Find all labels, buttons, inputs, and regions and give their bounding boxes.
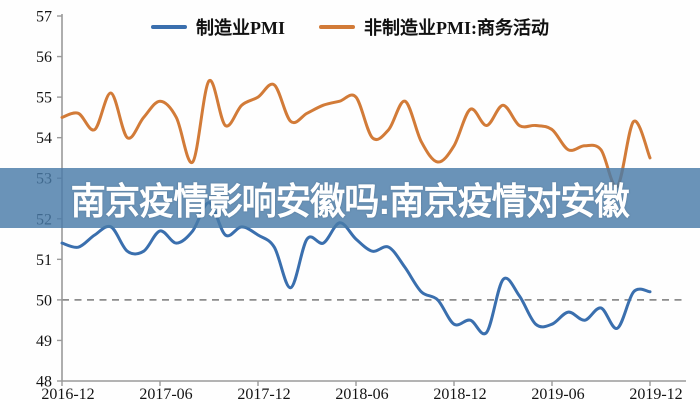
manufacturing-pmi-line: [60, 201, 652, 336]
x-tick-label-2019-12: 2019-12: [629, 386, 682, 400]
manufacturing-pmi-legend-label: 制造业PMI: [196, 18, 285, 38]
x-tick-label-2017-06: 2017-06: [139, 386, 192, 400]
manufacturing-pmi-line-swatch: [151, 25, 187, 29]
headline-overlay-banner: 南京疫情影响安徽吗:南京疫情对安徽: [0, 168, 700, 228]
nonmanufacturing-pmi-line: [60, 79, 652, 188]
chart-legend: 制造业PMI 非制造业PMI:商务活动: [0, 10, 700, 44]
legend-item-nonmanufacturing-pmi: 非制造业PMI:商务活动: [319, 14, 549, 40]
legend-item-manufacturing-pmi: 制造业PMI: [151, 14, 285, 40]
y-tick-label-50: 50: [36, 292, 52, 309]
y-tick-label-49: 49: [36, 333, 52, 350]
y-tick-label-57: 57: [36, 9, 52, 26]
headline-text: 南京疫情影响安徽吗:南京疫情对安徽: [71, 181, 630, 222]
y-tick-label-55: 55: [36, 90, 52, 107]
y-tick-label-48: 48: [36, 374, 52, 391]
y-tick-label-54: 54: [36, 130, 52, 147]
nonmanufacturing-pmi-legend-label: 非制造业PMI:商务活动: [364, 18, 549, 38]
x-tick-label-2019-06: 2019-06: [531, 386, 584, 400]
x-tick-label-2018-06: 2018-06: [335, 386, 388, 400]
x-tick-label-2017-12: 2017-12: [237, 386, 290, 400]
nonmanufacturing-pmi-line-swatch: [319, 25, 355, 29]
y-tick-label-51: 51: [36, 252, 52, 269]
y-tick-label-56: 56: [36, 49, 52, 66]
x-tick-label-2018-12: 2018-12: [433, 386, 486, 400]
x-tick-label-2016-12: 2016-12: [41, 386, 94, 400]
